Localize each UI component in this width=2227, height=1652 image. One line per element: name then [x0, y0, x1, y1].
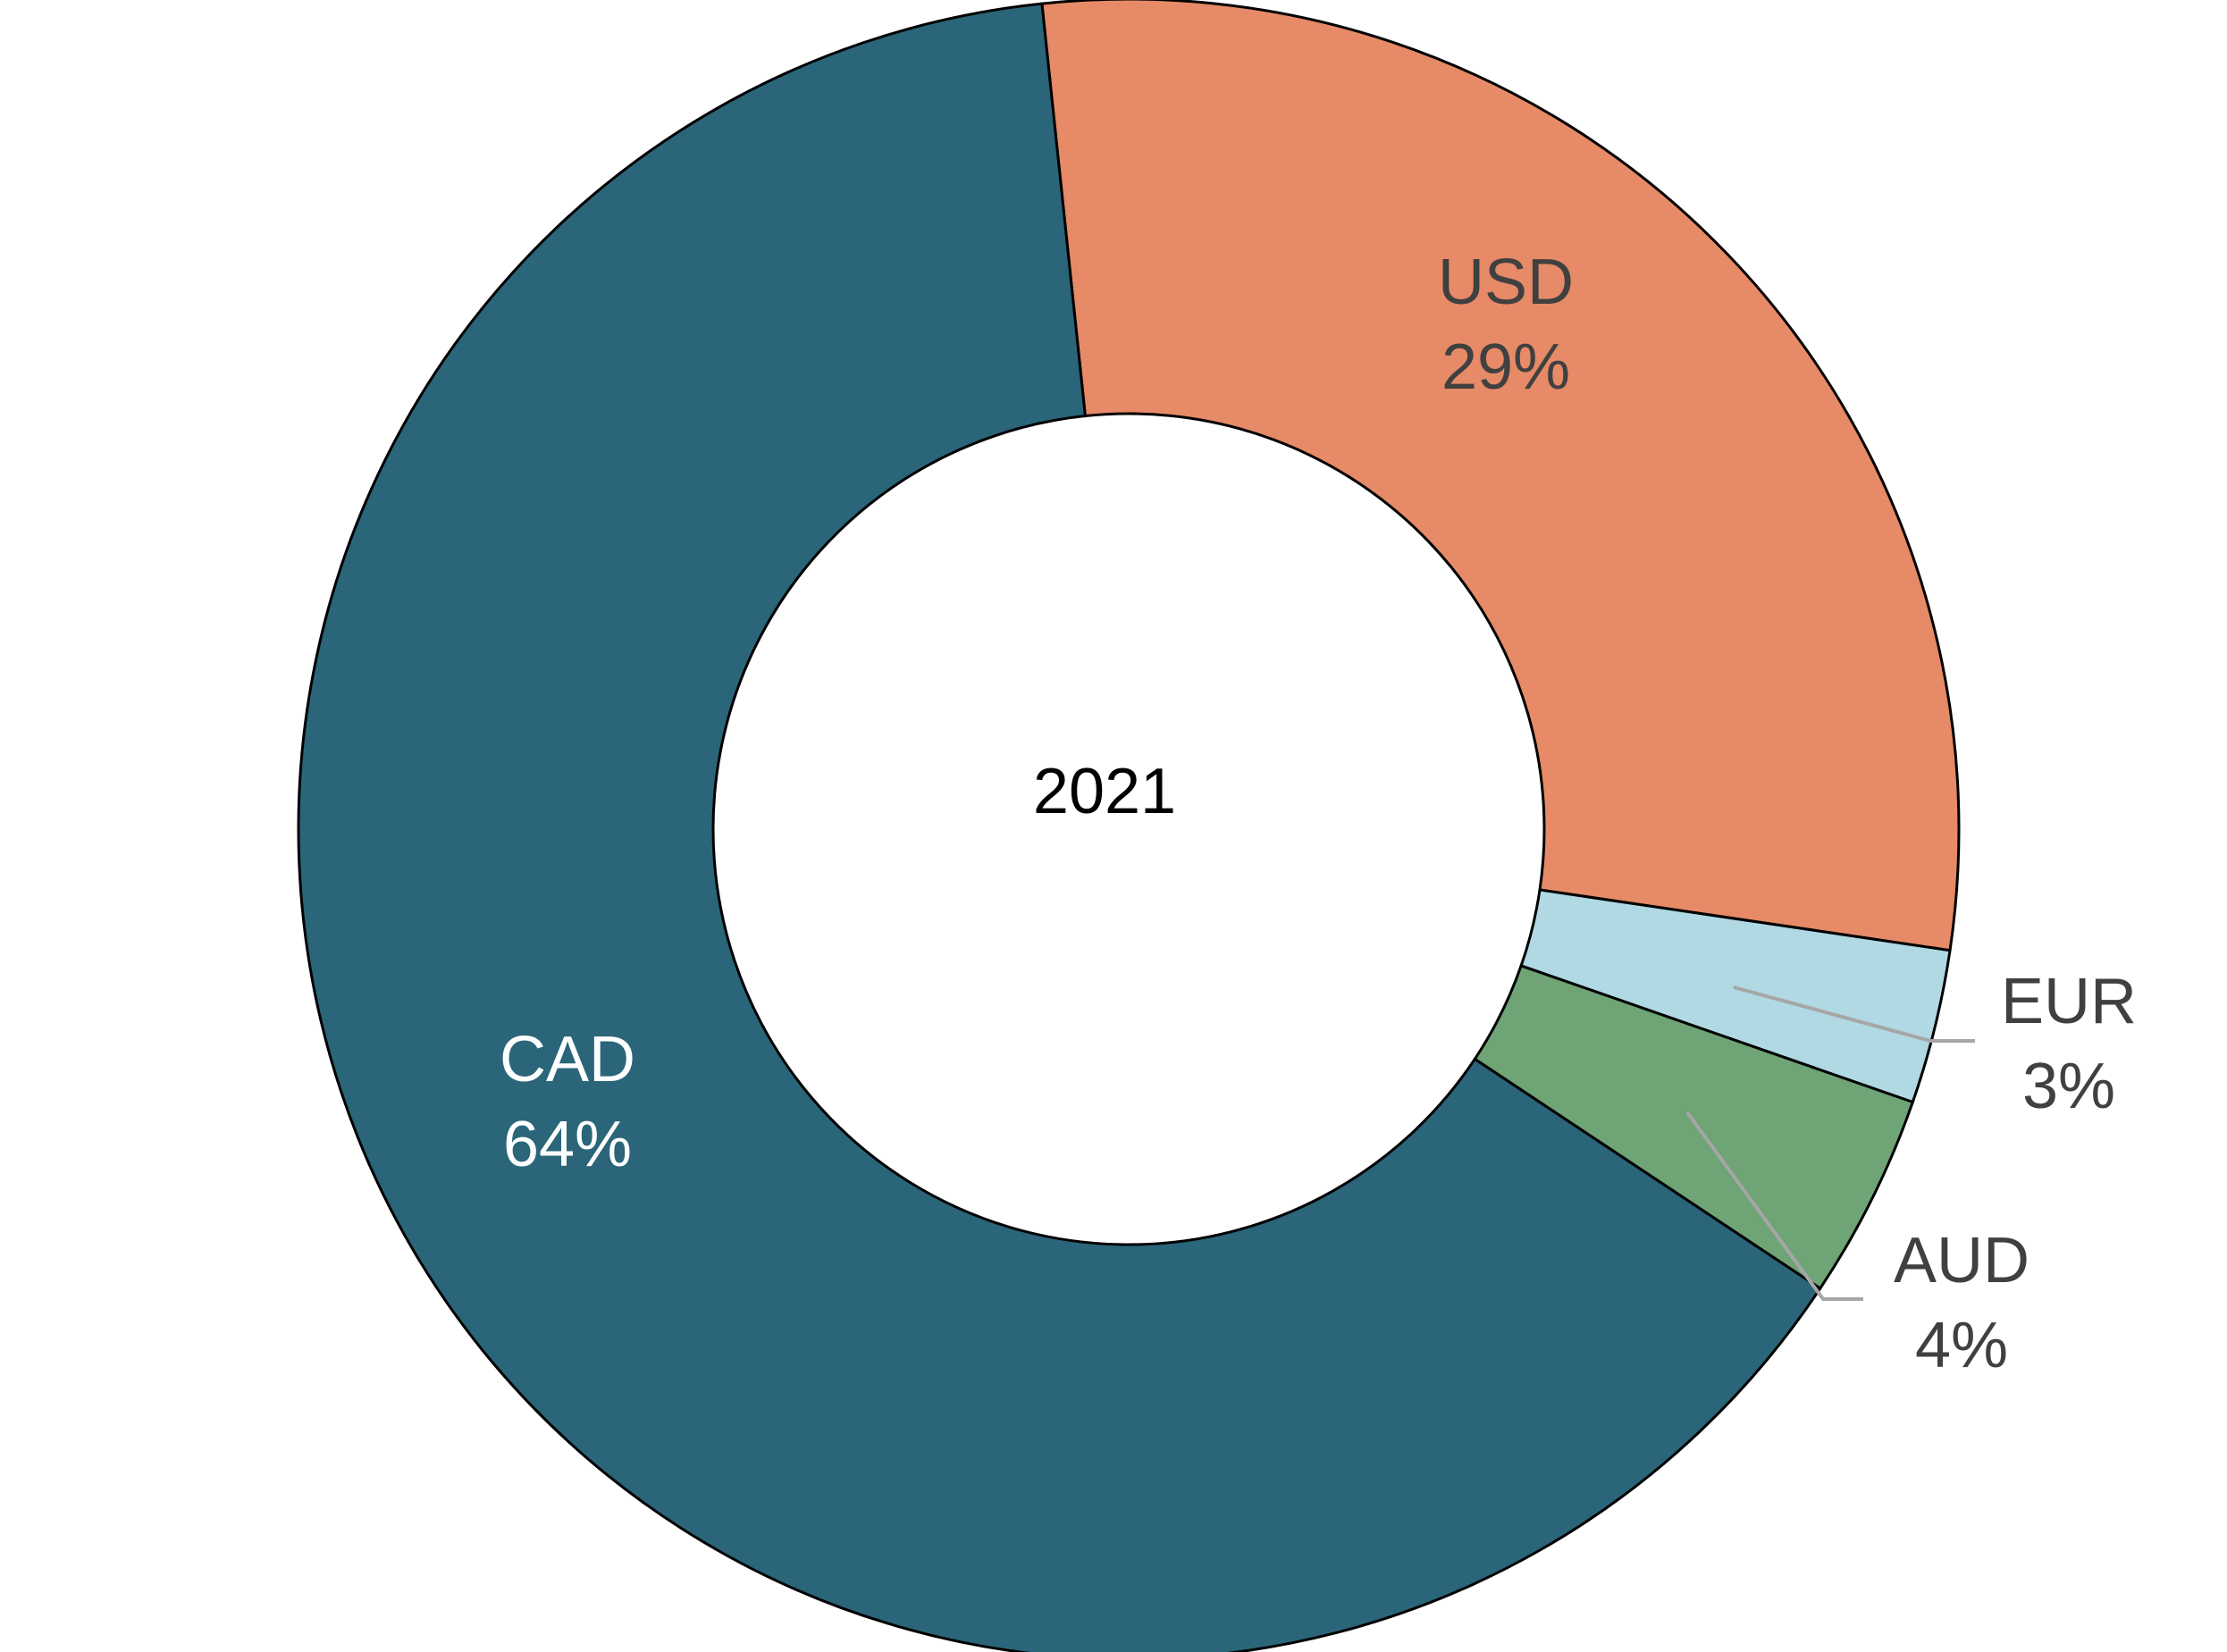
- slice-label-cad: CAD: [500, 1024, 635, 1095]
- center-label: 2021: [1033, 756, 1176, 827]
- slice-label-aud: AUD: [1894, 1225, 2030, 1296]
- slice-label-usd: USD: [1438, 247, 1574, 318]
- slice-usd: [1040, 0, 1961, 952]
- leader-lines: [1685, 985, 1975, 1301]
- leader-line-eur: [1733, 985, 1975, 1043]
- slice-value-usd: 29%: [1441, 331, 1570, 403]
- slice-value-cad: 64%: [503, 1109, 632, 1180]
- slice-value-eur: 3%: [2022, 1051, 2115, 1122]
- slice-label-eur: EUR: [2001, 966, 2137, 1037]
- donut-slices: [297, 0, 1961, 1652]
- slice-value-aud: 4%: [1915, 1310, 2008, 1381]
- slice-cad: [297, 2, 1822, 1652]
- slice-labels: USD 29% EUR 3% AUD 4% CAD 64%: [500, 247, 2137, 1381]
- leader-line-aud: [1685, 1111, 1863, 1301]
